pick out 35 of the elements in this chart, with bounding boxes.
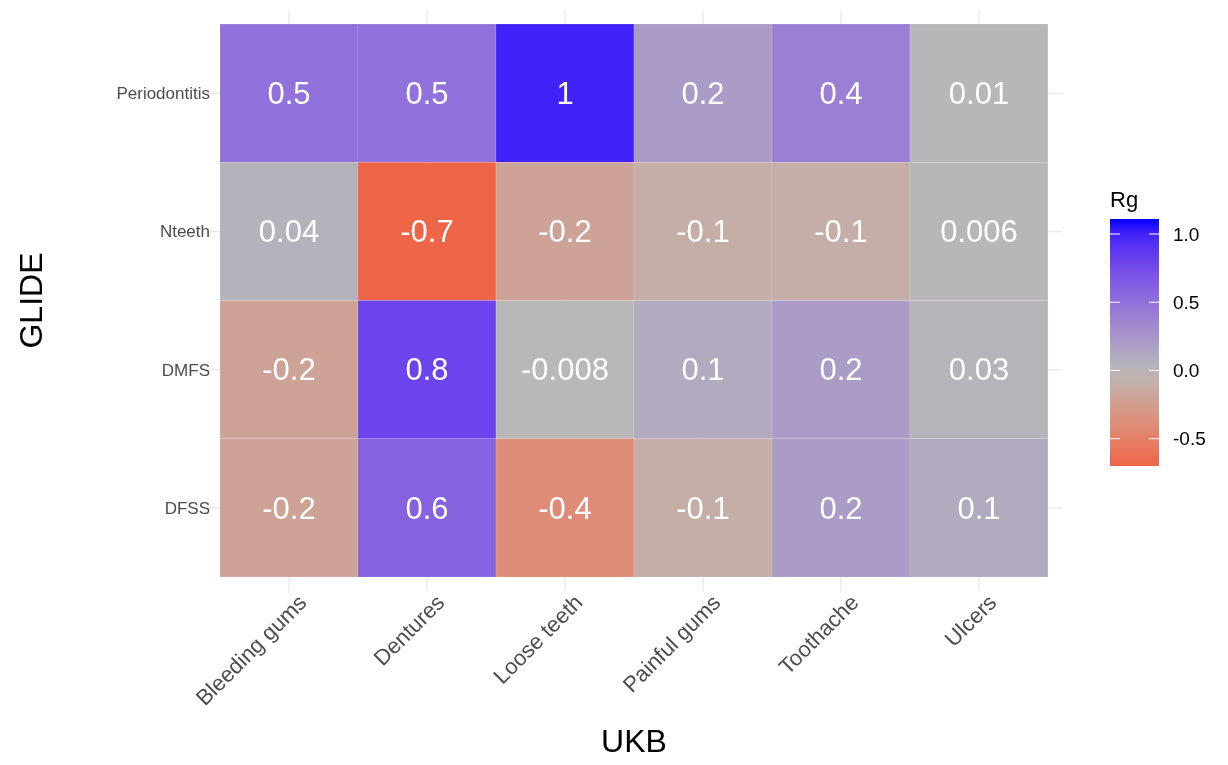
y-tick-label: DMFS xyxy=(161,360,210,380)
color-bar-label: -0.5 xyxy=(1173,428,1206,450)
data-label: -0.4 xyxy=(538,490,592,526)
data-label: 0.01 xyxy=(948,75,1010,111)
data-label: -0.1 xyxy=(814,214,868,250)
y-tick-label: Periodontitis xyxy=(116,84,210,104)
data-label: 0.2 xyxy=(819,352,863,388)
data-label: 0.5 xyxy=(405,75,449,111)
data-label: 0.1 xyxy=(957,490,1001,526)
data-label: -0.2 xyxy=(538,214,592,250)
data-label: 0.5 xyxy=(267,75,311,111)
data-label: 0.2 xyxy=(681,75,725,111)
data-label: -0.1 xyxy=(676,214,730,250)
x-axis-title: UKB xyxy=(601,723,667,759)
data-label: -0.2 xyxy=(262,352,316,388)
data-label: -0.7 xyxy=(400,214,454,250)
data-label: 0.006 xyxy=(940,214,1018,250)
color-bar-label: 0.0 xyxy=(1173,360,1200,382)
data-label: 1 xyxy=(556,75,574,111)
color-bar-label: 1.0 xyxy=(1173,223,1200,245)
y-tick-label: Nteeth xyxy=(159,222,210,242)
data-label: 0.6 xyxy=(405,490,449,526)
y-tick-label: DFSS xyxy=(164,498,210,518)
data-label: 0.03 xyxy=(948,352,1010,388)
data-label: 0.2 xyxy=(819,490,863,526)
data-label: -0.008 xyxy=(521,352,609,388)
color-bar-label: 0.5 xyxy=(1173,291,1200,313)
color-bar-title: Rg xyxy=(1110,187,1139,212)
data-label: -0.1 xyxy=(676,490,730,526)
y-axis-title: GLIDE xyxy=(13,252,49,349)
data-label: 0.1 xyxy=(681,352,725,388)
data-label: 0.8 xyxy=(405,352,449,388)
data-label: 0.4 xyxy=(819,75,863,111)
data-label: -0.2 xyxy=(262,490,316,526)
data-label: 0.04 xyxy=(258,214,320,250)
